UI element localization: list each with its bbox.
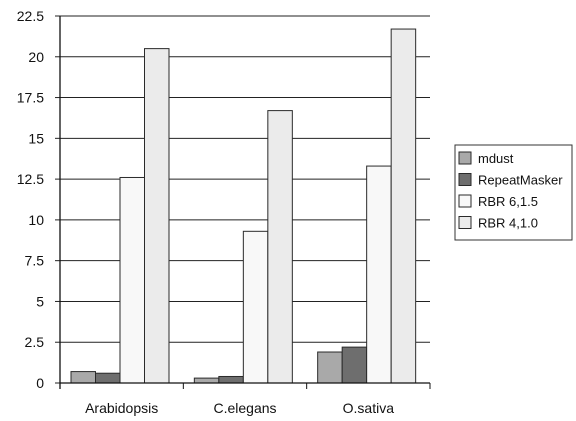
y-tick-label: 12.5 <box>17 171 44 187</box>
legend-label: RBR 4,1.0 <box>478 216 538 231</box>
legend-swatch <box>458 194 472 208</box>
bar <box>267 110 293 384</box>
bar <box>366 165 392 384</box>
legend-label: RepeatMasker <box>478 173 563 188</box>
bars <box>70 28 417 384</box>
y-axis-ticks: 0 2.5 5 7.5 10 12.5 15 17.5 20 22.5 <box>17 8 60 391</box>
y-tick-label: 7.5 <box>25 253 45 269</box>
legend-box <box>454 144 573 241</box>
y-tick-label: 0 <box>36 375 44 391</box>
bar <box>70 371 96 384</box>
y-tick-label: 5 <box>36 293 44 309</box>
bar <box>144 48 170 384</box>
legend-label: RBR 6,1.5 <box>478 194 538 209</box>
bar <box>390 28 417 384</box>
y-tick-label: 17.5 <box>17 90 44 106</box>
bar <box>193 377 220 384</box>
y-tick-label: 10 <box>28 212 44 228</box>
bar <box>341 346 368 384</box>
bar <box>119 176 145 384</box>
x-tick-label: C.elegans <box>213 400 276 416</box>
axes <box>59 16 431 389</box>
y-tick-label: 2.5 <box>25 334 45 350</box>
bar <box>95 372 121 384</box>
bar <box>218 375 244 384</box>
y-tick-label: 20 <box>28 49 44 65</box>
legend-label: mdust <box>478 151 514 166</box>
x-tick-label: Arabidopsis <box>85 400 158 416</box>
bar <box>317 351 343 384</box>
legend-swatch <box>458 151 472 165</box>
legend-swatch <box>458 173 472 186</box>
legend: mdust RepeatMasker RBR 6,1.5 RBR 4,1.0 <box>454 144 573 241</box>
y-tick-label: 22.5 <box>17 8 44 24</box>
bar <box>242 230 269 384</box>
x-axis-labels: Arabidopsis C.elegans O.sativa <box>85 400 394 416</box>
x-tick-label: O.sativa <box>343 400 395 416</box>
y-tick-label: 15 <box>28 130 44 146</box>
legend-swatch <box>458 216 472 229</box>
